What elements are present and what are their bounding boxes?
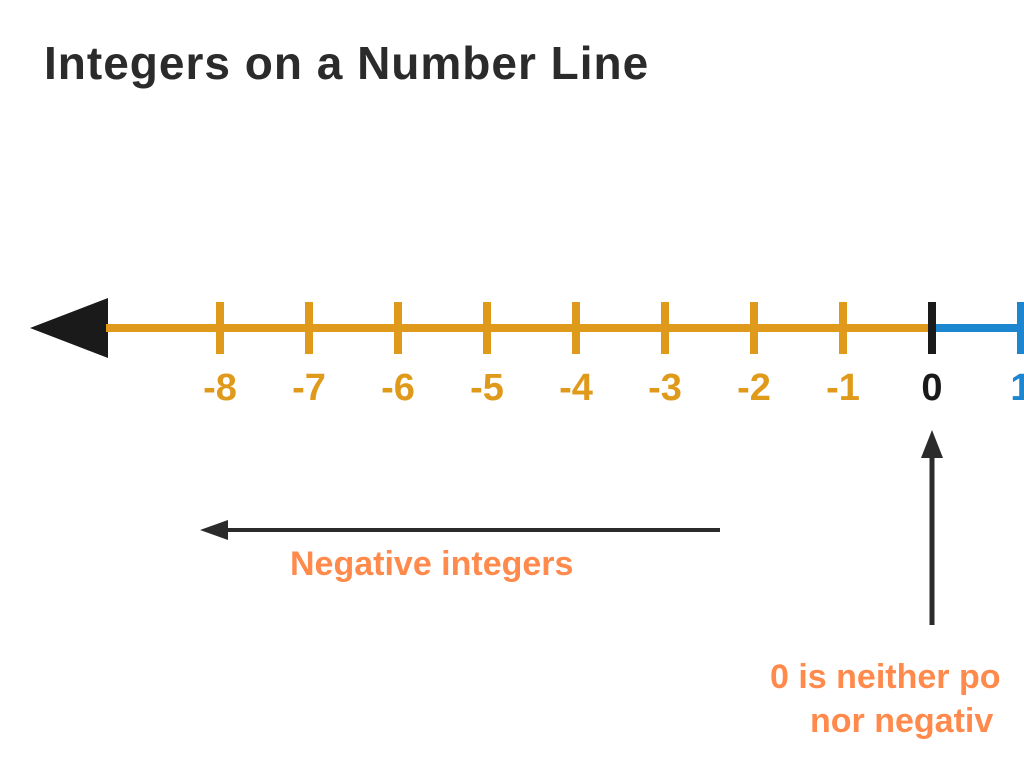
tick-label--2: -2: [737, 367, 771, 409]
tick-label--7: -7: [292, 367, 326, 409]
zero-annotation-label-line1: 0 is neither po: [770, 658, 1001, 696]
tick-label--8: -8: [203, 367, 237, 409]
number-line-diagram: -8 -7 -6 -5 -4 -3 -2 -1 0 1 Negative integers 0 is …: [0, 0, 1024, 768]
zero-annotation-arrow-head: [921, 430, 943, 458]
tick-label--3: -3: [648, 367, 682, 409]
tick-label-0: 0: [921, 367, 942, 409]
axis-left-arrowhead: [30, 298, 108, 358]
tick-label--6: -6: [381, 367, 415, 409]
negative-annotation-label: Negative integers: [290, 545, 573, 583]
negative-annotation-arrow-head: [200, 520, 228, 540]
zero-annotation-label-line2: nor negativ: [810, 702, 993, 740]
tick-label-1: 1: [1010, 367, 1024, 409]
tick-label--1: -1: [826, 367, 860, 409]
tick-label--5: -5: [470, 367, 504, 409]
tick-label--4: -4: [559, 367, 593, 409]
